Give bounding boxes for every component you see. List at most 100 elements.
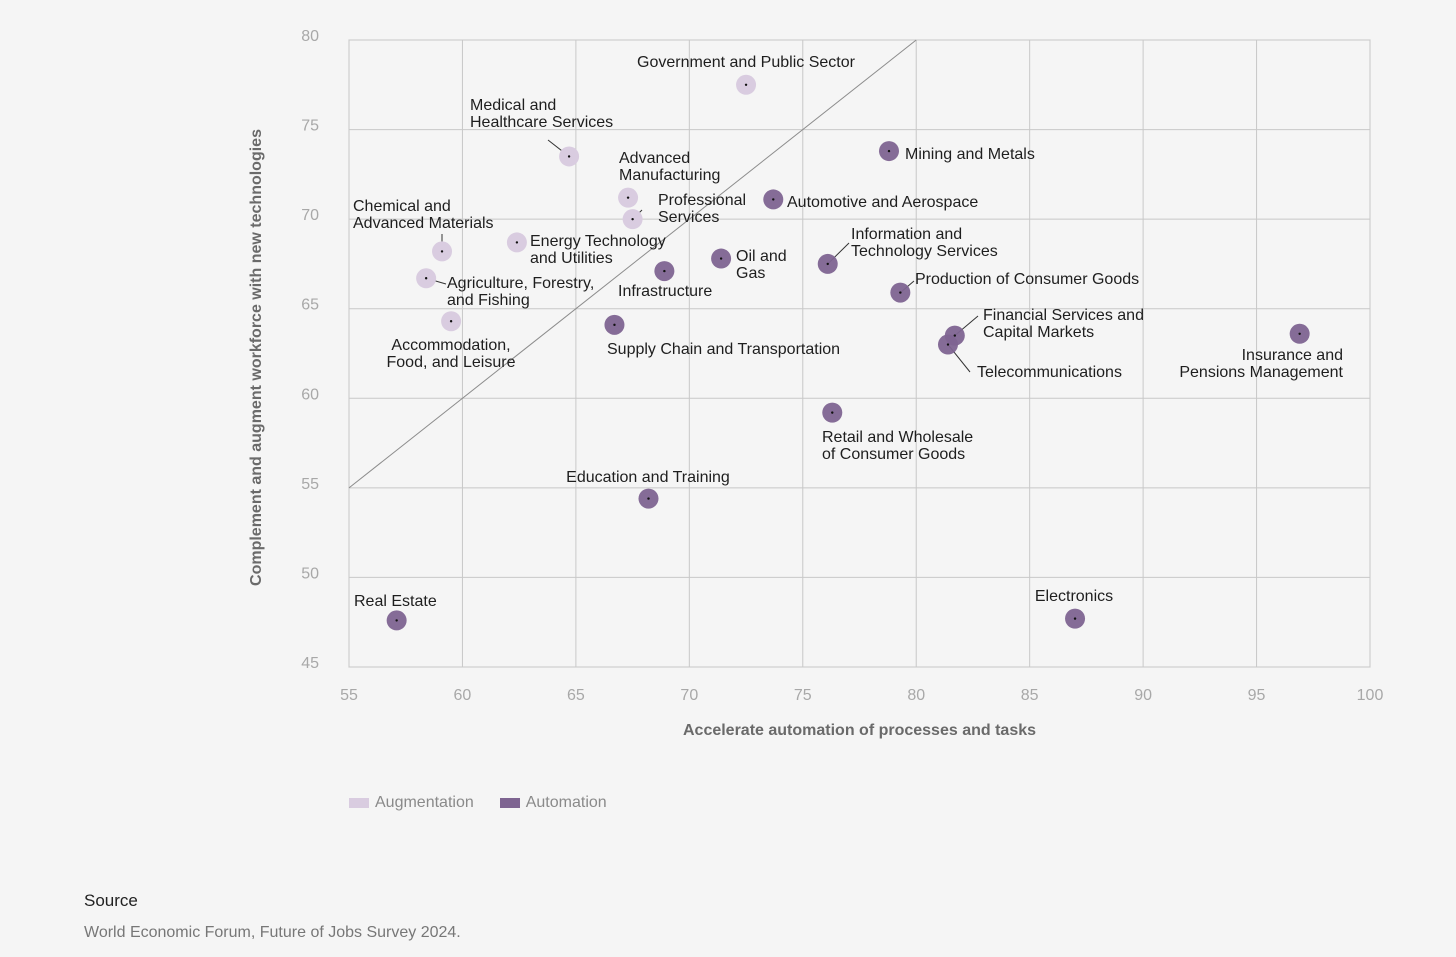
data-point-center-dot bbox=[613, 323, 616, 327]
point-label-line: Advanced bbox=[619, 150, 690, 167]
point-label: Government and Public Sector bbox=[637, 54, 856, 71]
point-label: Automotive and Aerospace bbox=[787, 194, 978, 211]
y-tick-label: 50 bbox=[301, 565, 319, 582]
point-label-line: Energy Technology bbox=[530, 233, 666, 250]
point-label: Infrastructure bbox=[618, 283, 712, 300]
point-label: Electronics bbox=[1035, 588, 1113, 605]
point-label: Retail and Wholesale of Consumer Goods bbox=[822, 429, 973, 463]
legend-swatch-augmentation bbox=[349, 798, 369, 808]
data-point-center-dot bbox=[772, 198, 775, 201]
source-text: World Economic Forum, Future of Jobs Sur… bbox=[84, 924, 461, 941]
data-point-center-dot bbox=[663, 269, 666, 273]
data-point-center-dot bbox=[899, 291, 902, 294]
y-tick-label: 75 bbox=[301, 118, 319, 135]
x-tick-label: 75 bbox=[794, 687, 812, 704]
legend-swatch-automation bbox=[499, 798, 520, 808]
point-label-line: Advanced Materials bbox=[353, 215, 494, 232]
data-point-center-dot bbox=[1073, 617, 1077, 620]
point-label: Education and Training bbox=[566, 469, 730, 486]
point-label: Supply Chain and Transportation bbox=[607, 341, 840, 358]
point-label: Telecommunications bbox=[977, 364, 1122, 381]
point-label: Production of Consumer Goods bbox=[915, 271, 1139, 288]
point-label-line: Pensions Management bbox=[1179, 364, 1343, 381]
data-point-center-dot bbox=[719, 257, 723, 260]
y-tick-label: 80 bbox=[301, 28, 319, 45]
point-label-line: of Consumer Goods bbox=[822, 446, 965, 463]
y-tick-label: 60 bbox=[301, 386, 319, 403]
x-tick-label: 70 bbox=[680, 687, 698, 704]
data-point-center-dot bbox=[647, 497, 650, 500]
source-heading: Source bbox=[84, 891, 138, 910]
x-tick-label: 95 bbox=[1248, 687, 1266, 704]
point-label: Real Estate bbox=[354, 593, 437, 610]
point-label: Information and Technology Services bbox=[851, 226, 998, 260]
point-label-line: Agriculture, Forestry, bbox=[447, 275, 594, 292]
point-label: Oil and Gas bbox=[736, 248, 787, 282]
data-point-center-dot bbox=[449, 320, 453, 323]
point-label-line: Oil and bbox=[736, 248, 787, 265]
point-label-line: Infrastructure bbox=[618, 283, 712, 300]
y-tick-label: 70 bbox=[301, 207, 319, 224]
point-label: Energy Technology and Utilities bbox=[530, 233, 666, 267]
data-point-center-dot bbox=[887, 149, 891, 153]
legend-label-automation: Automation bbox=[525, 794, 607, 811]
point-label-line: Food, and Leisure bbox=[387, 354, 516, 371]
point-label-line: Government and Public Sector bbox=[637, 54, 856, 71]
data-point-center-dot bbox=[831, 411, 834, 414]
point-label: Accommodation, Food, and Leisure bbox=[387, 337, 516, 371]
point-label-line: Healthcare Services bbox=[470, 114, 613, 131]
point-label-line: Supply Chain and Transportation bbox=[607, 341, 840, 358]
point-label-line: and Utilities bbox=[530, 250, 613, 267]
point-label-line: Automotive and Aerospace bbox=[787, 194, 978, 211]
data-point-center-dot bbox=[626, 196, 630, 199]
point-label-line: Electronics bbox=[1035, 588, 1113, 605]
legend: Augmentation Automation bbox=[349, 794, 607, 812]
point-label: Advanced Manufacturing bbox=[619, 150, 720, 184]
data-point-center-dot bbox=[440, 250, 444, 253]
legend-item-automation: Automation bbox=[499, 794, 607, 812]
data-point-center-dot bbox=[953, 334, 956, 337]
point-label: Medical and Healthcare Services bbox=[470, 97, 613, 131]
point-label: Insurance and Pensions Management bbox=[1179, 347, 1343, 381]
point-label: Professional Services bbox=[658, 192, 746, 226]
data-point-center-dot bbox=[1298, 332, 1301, 335]
y-tick-label: 55 bbox=[301, 476, 319, 493]
point-label-line: Capital Markets bbox=[983, 324, 1094, 341]
point-label-line: Technology Services bbox=[851, 243, 998, 260]
point-label-line: Real Estate bbox=[354, 593, 437, 610]
data-point-center-dot bbox=[826, 262, 829, 266]
diagonal-reference-line bbox=[348, 39, 917, 489]
data-point-center-dot bbox=[395, 619, 398, 622]
x-tick-label: 55 bbox=[340, 687, 358, 704]
x-tick-label: 85 bbox=[1021, 687, 1039, 704]
point-label-line: Education and Training bbox=[566, 469, 730, 486]
point-label-line: Services bbox=[658, 209, 719, 226]
legend-label-augmentation: Augmentation bbox=[375, 794, 474, 811]
data-point-center-dot bbox=[744, 83, 748, 86]
point-label-line: and Fishing bbox=[447, 292, 530, 309]
point-label-line: Chemical and bbox=[353, 198, 451, 215]
point-label: Financial Services and Capital Markets bbox=[983, 307, 1144, 341]
data-point-center-dot bbox=[631, 217, 634, 221]
x-tick-label: 90 bbox=[1134, 687, 1152, 704]
y-tick-label: 45 bbox=[301, 655, 319, 672]
point-label: Chemical and Advanced Materials bbox=[353, 198, 494, 232]
legend-item-augmentation: Augmentation bbox=[349, 794, 474, 812]
data-point-center-dot bbox=[424, 277, 428, 280]
x-axis-title: Accelerate automation of processes and t… bbox=[683, 722, 1036, 739]
x-tick-label: 100 bbox=[1357, 687, 1384, 704]
data-point-center-dot bbox=[515, 241, 519, 244]
point-label-line: Medical and bbox=[470, 97, 556, 114]
point-label-line: Manufacturing bbox=[619, 167, 720, 184]
point-label-line: Gas bbox=[736, 265, 765, 282]
x-tick-label: 60 bbox=[454, 687, 472, 704]
point-label-line: Financial Services and bbox=[983, 307, 1144, 324]
x-tick-label: 80 bbox=[907, 687, 925, 704]
point-label: Mining and Metals bbox=[905, 146, 1035, 163]
data-point-center-dot bbox=[567, 155, 571, 158]
x-tick-label: 65 bbox=[567, 687, 585, 704]
point-label-line: Mining and Metals bbox=[905, 146, 1035, 163]
point-label-line: Information and bbox=[851, 226, 962, 243]
point-label-line: Telecommunications bbox=[977, 364, 1122, 381]
